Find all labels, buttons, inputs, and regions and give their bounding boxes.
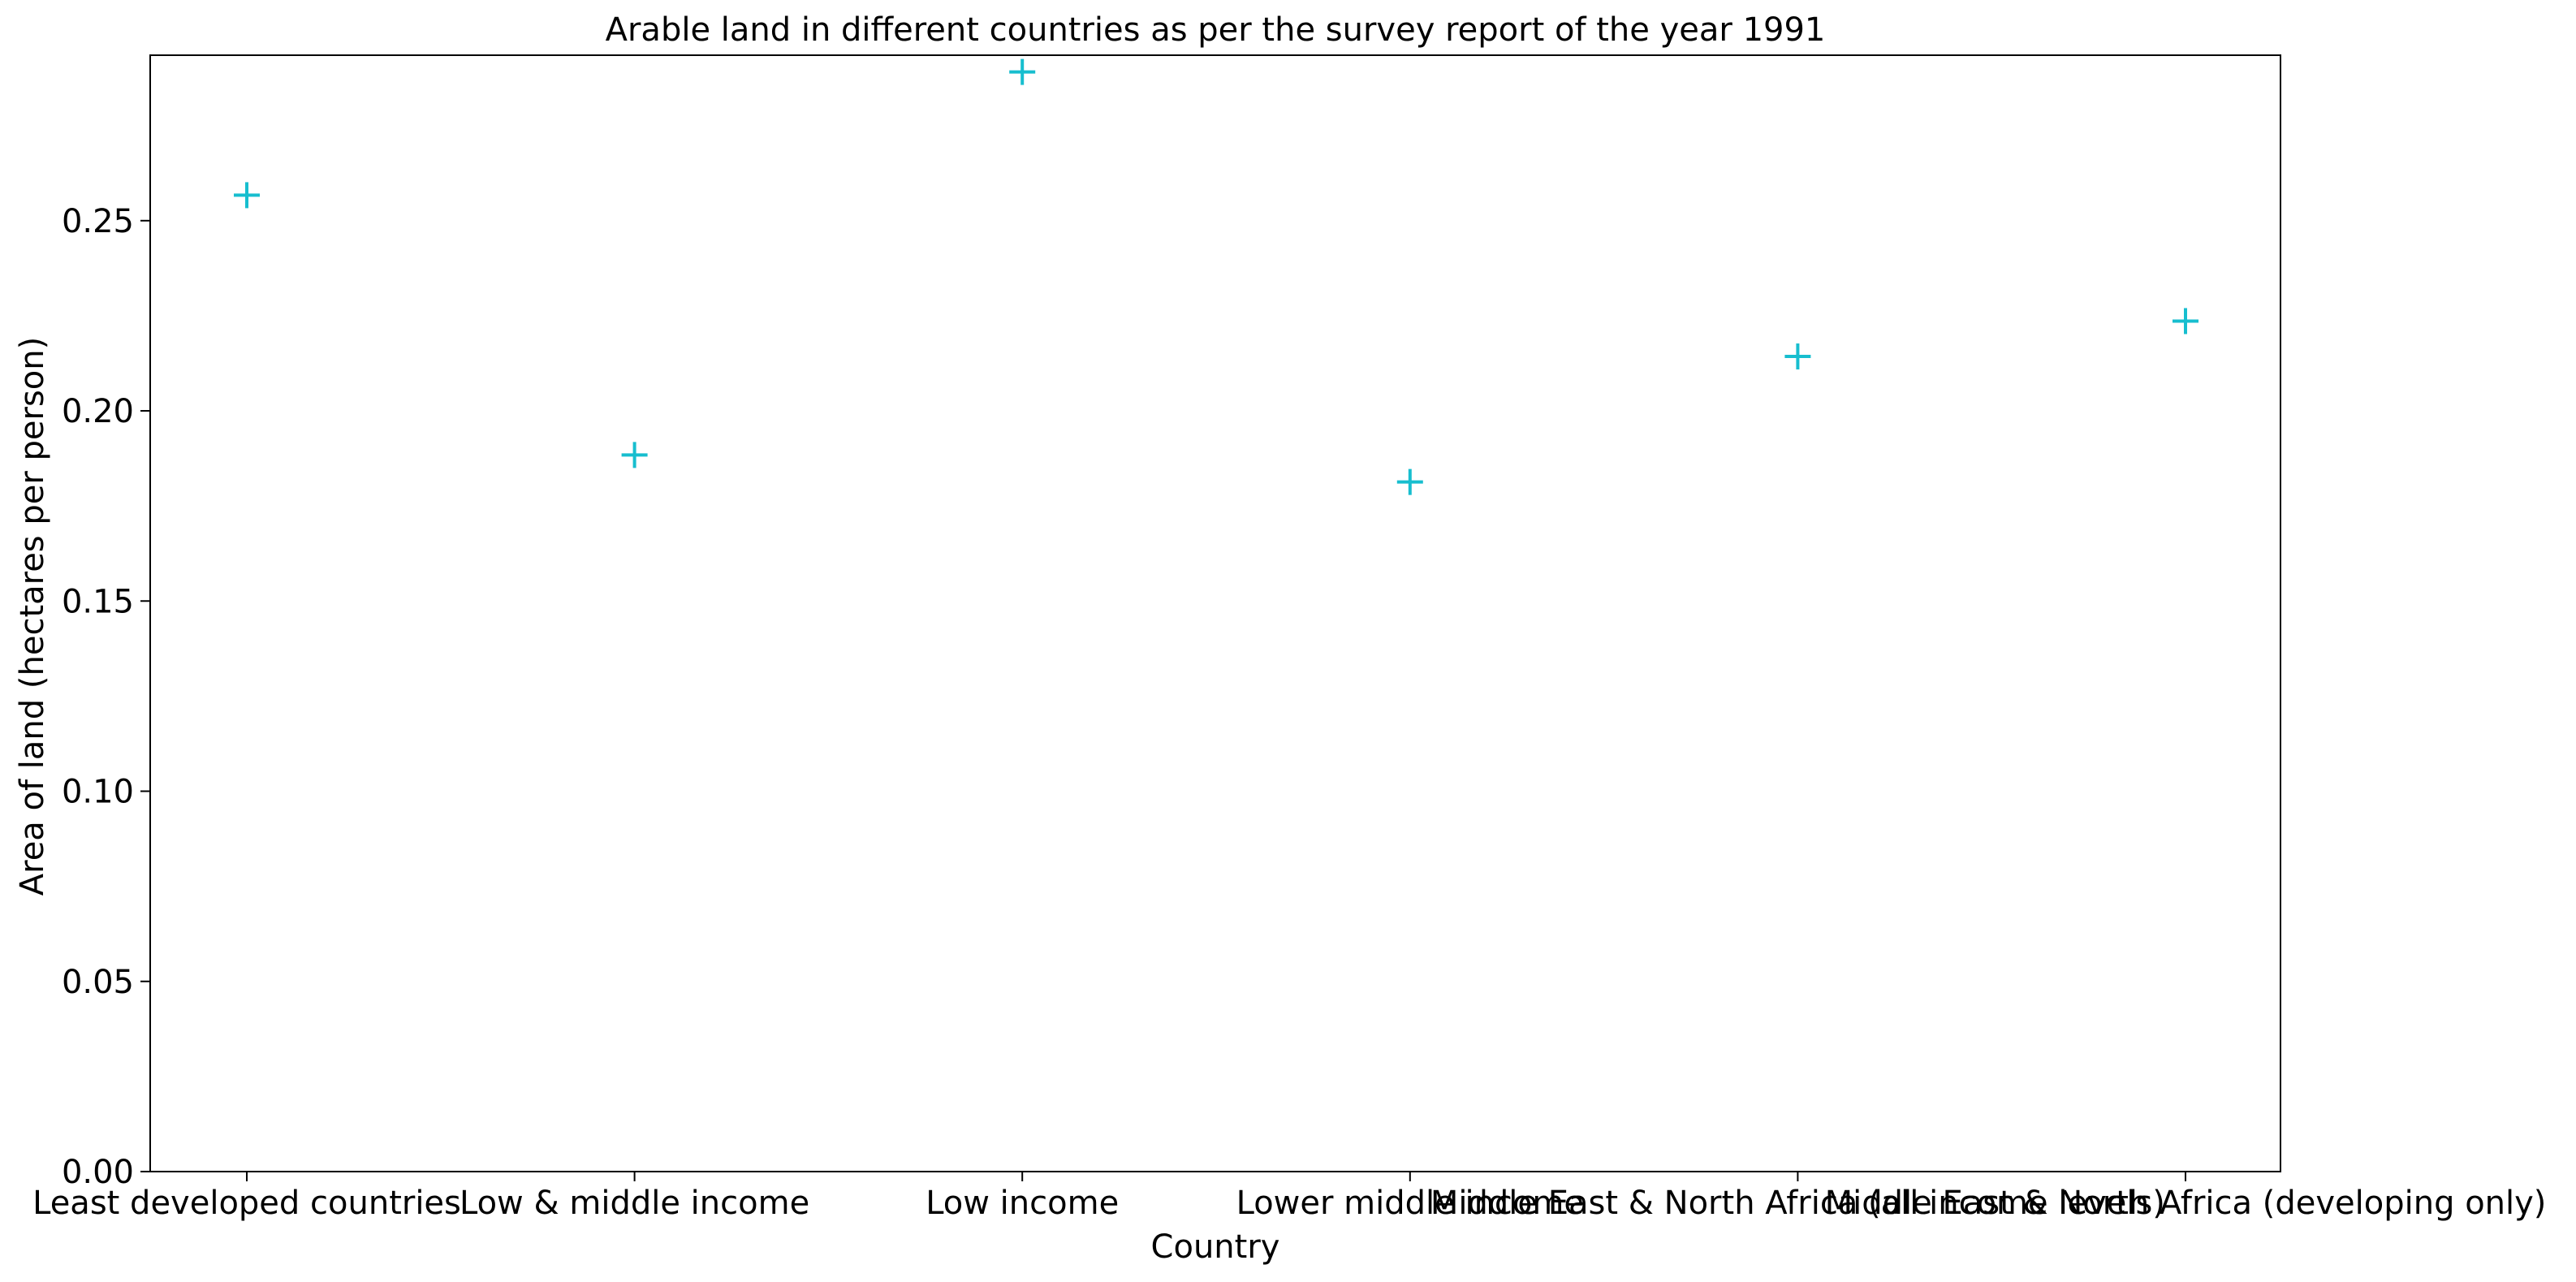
plot-area: 0.00 0.05 0.10 0.15 0.20 0.25 Least developed …	[32, 54, 2547, 1222]
data-point	[621, 442, 648, 468]
data-point	[1009, 58, 1036, 85]
y-tick-label: 0.15	[62, 583, 134, 620]
y-axis-label: Area of land (hectares per person)	[14, 337, 51, 896]
x-tick-label: Middle East & North Africa (all income l…	[1430, 1185, 2165, 1222]
x-tick-label: Least developed countries	[32, 1185, 461, 1222]
plot-frame	[149, 54, 2281, 1172]
chart-title: Arable land in different countries as pe…	[606, 11, 1826, 49]
x-tick-label: Low & middle income	[460, 1185, 809, 1222]
y-tick-label: 0.05	[62, 964, 134, 1001]
data-point	[234, 182, 260, 209]
data-point	[1784, 343, 1811, 370]
x-tick-label: Low income	[926, 1185, 1119, 1222]
y-tick-label: 0.10	[62, 774, 134, 811]
y-tick-label: 0.20	[62, 393, 134, 430]
x-tick-label: Middle East & North Africa (developing o…	[1825, 1185, 2547, 1222]
x-axis-label: Country	[1151, 1228, 1280, 1266]
x-tick-label: Lower middle income	[1236, 1185, 1584, 1222]
y-tick-label: 0.25	[62, 203, 134, 240]
data-point	[2173, 308, 2198, 335]
y-tick-label: 0.00	[62, 1154, 134, 1191]
data-point	[1396, 468, 1423, 495]
